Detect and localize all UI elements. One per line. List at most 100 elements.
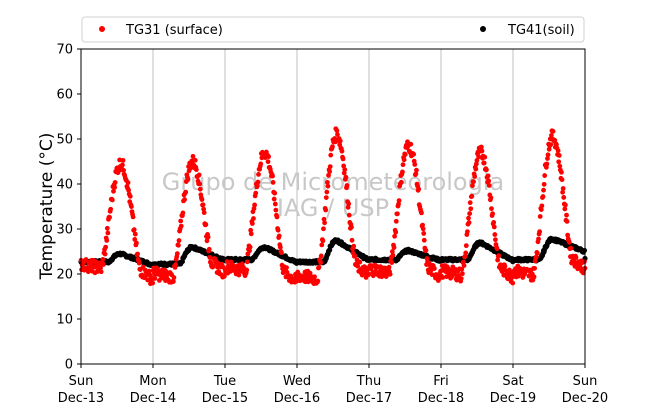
data-point <box>573 255 579 260</box>
vertical-gridlines <box>152 49 514 364</box>
data-point <box>413 171 419 177</box>
data-point <box>581 247 588 254</box>
data-point <box>178 218 184 224</box>
x-tick-label-date: Dec-16 <box>274 391 320 406</box>
x-tick-label-day: Thu <box>356 374 381 389</box>
data-point <box>396 198 402 204</box>
data-point <box>484 167 489 173</box>
plot-frame <box>80 48 586 365</box>
data-point <box>481 160 487 166</box>
data-point <box>466 220 472 225</box>
data-point <box>200 202 206 208</box>
data-point <box>393 229 399 235</box>
x-tick-label-date: Dec-13 <box>58 391 104 406</box>
data-point <box>342 167 348 173</box>
data-point <box>402 152 408 157</box>
data-point <box>244 259 250 265</box>
data-point <box>207 255 213 260</box>
data-point <box>146 268 152 274</box>
data-point <box>507 269 513 275</box>
data-point <box>408 141 414 147</box>
data-point <box>549 133 554 138</box>
data-point <box>546 146 552 152</box>
data-point <box>103 244 109 250</box>
data-point <box>325 179 330 185</box>
data-point <box>502 263 508 269</box>
data-point <box>468 206 474 212</box>
data-point <box>476 154 481 160</box>
data-point <box>319 242 325 248</box>
data-point <box>490 211 495 217</box>
x-tick-label-day: Tue <box>213 374 236 389</box>
data-point <box>192 157 198 163</box>
data-point <box>398 179 404 185</box>
y-axis-label: Temperature (°C) <box>37 133 57 281</box>
data-point <box>540 194 546 199</box>
data-point <box>134 240 139 246</box>
data-point <box>102 251 108 257</box>
data-point <box>328 152 334 158</box>
data-point <box>420 222 425 228</box>
data-point <box>204 238 210 244</box>
data-point <box>537 214 543 219</box>
data-point <box>387 271 393 277</box>
data-point <box>258 161 264 167</box>
data-point <box>349 237 355 243</box>
data-point <box>112 180 118 185</box>
data-point <box>400 169 405 175</box>
data-point <box>401 157 407 163</box>
y-tick-label: 30 <box>56 223 73 238</box>
data-point <box>330 144 335 150</box>
data-point <box>312 274 317 280</box>
data-point <box>555 148 561 154</box>
data-point <box>400 162 406 168</box>
data-point <box>221 273 227 279</box>
data-point <box>247 244 253 250</box>
data-point <box>421 231 427 236</box>
data-point <box>244 267 250 273</box>
data-point <box>273 207 279 213</box>
data-point <box>486 183 492 188</box>
x-tick-label-day: Sun <box>69 374 94 389</box>
data-point <box>104 238 110 243</box>
data-point <box>554 142 559 147</box>
data-point <box>327 169 333 174</box>
data-point <box>538 207 544 212</box>
data-point <box>150 280 156 286</box>
x-tick-label-day: Fri <box>433 374 449 389</box>
data-point <box>459 271 465 277</box>
data-point <box>466 215 471 221</box>
data-point <box>275 227 281 233</box>
data-point <box>568 245 574 251</box>
data-point <box>548 142 554 148</box>
data-point <box>176 242 181 248</box>
data-point <box>391 245 397 250</box>
data-point <box>132 237 138 242</box>
data-point <box>318 253 324 259</box>
data-point <box>323 195 329 201</box>
data-point <box>109 197 115 203</box>
data-point <box>266 154 271 160</box>
data-point <box>130 214 136 220</box>
data-point <box>386 264 392 270</box>
data-point <box>582 259 587 264</box>
data-point <box>127 193 133 199</box>
data-point <box>210 264 216 269</box>
data-point <box>542 173 548 178</box>
data-point <box>135 251 140 257</box>
data-point <box>467 211 473 216</box>
data-point <box>389 260 395 265</box>
data-point <box>461 263 467 268</box>
data-point <box>334 128 340 134</box>
data-point <box>550 128 556 134</box>
data-point <box>180 210 186 216</box>
data-point <box>486 178 492 184</box>
data-point <box>107 214 112 220</box>
data-point <box>265 159 271 165</box>
y-tick-label: 20 <box>56 268 73 283</box>
data-point <box>346 212 352 218</box>
data-point <box>100 257 106 262</box>
data-point <box>276 233 282 239</box>
data-point <box>343 174 349 180</box>
data-point <box>252 202 257 208</box>
